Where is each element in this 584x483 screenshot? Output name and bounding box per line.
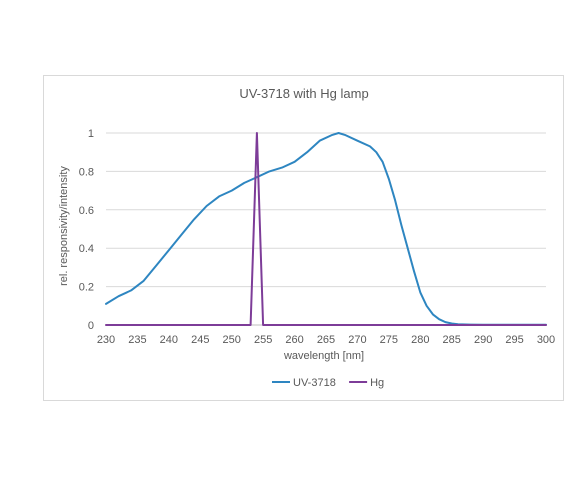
series-lines <box>105 132 547 326</box>
series-line-uv-3718 <box>105 132 547 326</box>
y-tick-label: 0.4 <box>79 243 94 255</box>
x-tick-label: 260 <box>285 334 303 346</box>
chart-title: UV-3718 with Hg lamp <box>239 86 368 101</box>
x-tick-label: 300 <box>537 334 555 346</box>
x-tick-label: 240 <box>160 334 178 346</box>
gridlines <box>106 132 546 326</box>
chart-frame: UV-3718 with Hg lamp 0 0.2 0.4 0.6 0.8 1 230 2… <box>43 75 564 401</box>
x-tick-label: 250 <box>223 334 241 346</box>
x-tick-label: 245 <box>191 334 209 346</box>
y-tick-label: 0.2 <box>79 282 94 294</box>
legend-label: Hg <box>370 377 384 389</box>
y-axis-label: rel. responsivity/intensity <box>58 166 70 286</box>
x-tick-label: 270 <box>348 334 366 346</box>
y-tick-label: 0.8 <box>79 166 94 178</box>
x-tick-label: 280 <box>411 334 429 346</box>
x-tick-label: 235 <box>128 334 146 346</box>
y-tick-label: 1 <box>88 128 94 140</box>
x-tick-label: 255 <box>254 334 272 346</box>
x-tick-label: 265 <box>317 334 335 346</box>
x-tick-label: 295 <box>505 334 523 346</box>
y-tick-label: 0 <box>88 320 94 332</box>
x-tick-label: 285 <box>443 334 461 346</box>
y-tick-label: 0.6 <box>79 205 94 217</box>
y-tick-labels: 0 0.2 0.4 0.6 0.8 1 <box>79 128 94 332</box>
series-line-hg <box>105 132 547 326</box>
chart-svg: UV-3718 with Hg lamp 00.20.40.60.81 230 2… <box>58 86 555 389</box>
x-tick-labels: 230 235 240 245 250 255 260 265 270 275 280 285 290 2… <box>97 334 555 346</box>
x-tick-label: 230 <box>97 334 115 346</box>
legend-label: UV-3718 <box>293 377 336 389</box>
x-tick-label: 290 <box>474 334 492 346</box>
x-axis-label: wavelength [nm] <box>283 350 364 362</box>
legend: UV-3718 Hg <box>272 377 384 389</box>
x-tick-label: 275 <box>380 334 398 346</box>
